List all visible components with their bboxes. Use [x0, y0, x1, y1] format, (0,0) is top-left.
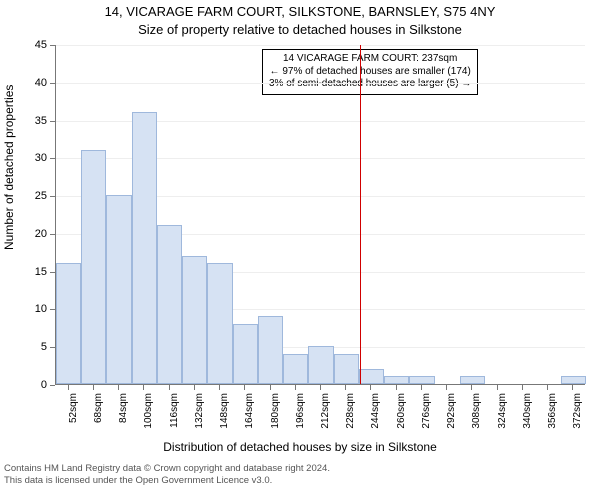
ytick-mark: [50, 158, 55, 159]
grid-line: [56, 83, 585, 84]
xtick-label: 308sqm: [471, 393, 482, 433]
xtick-mark: [547, 385, 548, 390]
ytick-label: 5: [27, 341, 47, 353]
histogram-bar: [182, 256, 207, 384]
chart-container: { "title": "14, VICARAGE FARM COURT, SIL…: [0, 0, 600, 500]
xtick-label: 340sqm: [522, 393, 533, 433]
xtick-mark: [471, 385, 472, 390]
histogram-bar: [132, 112, 157, 384]
plot-area: 14 VICARAGE FARM COURT: 237sqm← 97% of d…: [55, 45, 585, 385]
ytick-label: 25: [27, 190, 47, 202]
xtick-mark: [370, 385, 371, 390]
xtick-mark: [143, 385, 144, 390]
xtick-mark: [295, 385, 296, 390]
x-axis-label: Distribution of detached houses by size …: [0, 440, 600, 454]
xtick-label: 148sqm: [219, 393, 230, 433]
ytick-label: 0: [27, 379, 47, 391]
xtick-mark: [572, 385, 573, 390]
xtick-label: 228sqm: [345, 393, 356, 433]
xtick-label: 196sqm: [295, 393, 306, 433]
ytick-mark: [50, 347, 55, 348]
histogram-bar: [334, 354, 359, 384]
annotation-line: 14 VICARAGE FARM COURT: 237sqm: [269, 53, 471, 66]
ytick-mark: [50, 309, 55, 310]
xtick-label: 372sqm: [572, 393, 583, 433]
xtick-mark: [169, 385, 170, 390]
annotation-box: 14 VICARAGE FARM COURT: 237sqm← 97% of d…: [262, 49, 478, 95]
ytick-mark: [50, 234, 55, 235]
xtick-mark: [93, 385, 94, 390]
xtick-mark: [320, 385, 321, 390]
marker-line: [360, 45, 361, 384]
xtick-mark: [244, 385, 245, 390]
ytick-label: 20: [27, 228, 47, 240]
ytick-label: 15: [27, 266, 47, 278]
xtick-label: 244sqm: [370, 393, 381, 433]
footer-text: Contains HM Land Registry data © Crown c…: [4, 463, 330, 487]
annotation-line: ← 97% of detached houses are smaller (17…: [269, 66, 471, 79]
ytick-label: 45: [27, 39, 47, 51]
xtick-mark: [219, 385, 220, 390]
ytick-mark: [50, 272, 55, 273]
ytick-mark: [50, 45, 55, 46]
ytick-mark: [50, 83, 55, 84]
xtick-mark: [68, 385, 69, 390]
histogram-bar: [106, 195, 131, 384]
xtick-label: 276sqm: [421, 393, 432, 433]
histogram-bar: [308, 346, 333, 384]
xtick-label: 324sqm: [497, 393, 508, 433]
histogram-bar: [359, 369, 384, 384]
ytick-label: 30: [27, 152, 47, 164]
xtick-mark: [118, 385, 119, 390]
ytick-mark: [50, 385, 55, 386]
histogram-bar: [207, 263, 232, 384]
xtick-label: 52sqm: [68, 393, 79, 433]
xtick-label: 180sqm: [270, 393, 281, 433]
xtick-label: 100sqm: [143, 393, 154, 433]
annotation-line: 3% of semi-detached houses are larger (5…: [269, 78, 471, 91]
histogram-bar: [56, 263, 81, 384]
xtick-label: 356sqm: [547, 393, 558, 433]
xtick-label: 164sqm: [244, 393, 255, 433]
xtick-label: 116sqm: [169, 393, 180, 433]
histogram-bar: [409, 376, 434, 384]
footer-line1: Contains HM Land Registry data © Crown c…: [4, 463, 330, 474]
xtick-mark: [421, 385, 422, 390]
histogram-bar: [384, 376, 409, 384]
footer-line2: This data is licensed under the Open Gov…: [4, 475, 272, 486]
ytick-mark: [50, 196, 55, 197]
ytick-label: 10: [27, 303, 47, 315]
histogram-bar: [460, 376, 485, 384]
xtick-mark: [446, 385, 447, 390]
histogram-bar: [157, 225, 182, 384]
xtick-mark: [345, 385, 346, 390]
y-axis-label: Number of detached properties: [2, 85, 16, 250]
histogram-bar: [283, 354, 308, 384]
ytick-label: 35: [27, 115, 47, 127]
xtick-label: 84sqm: [118, 393, 129, 433]
histogram-bar: [561, 376, 586, 384]
grid-line: [56, 45, 585, 46]
xtick-mark: [396, 385, 397, 390]
histogram-bar: [258, 316, 283, 384]
chart-title: 14, VICARAGE FARM COURT, SILKSTONE, BARN…: [0, 4, 600, 19]
ytick-label: 40: [27, 77, 47, 89]
xtick-mark: [522, 385, 523, 390]
xtick-label: 212sqm: [320, 393, 331, 433]
xtick-mark: [497, 385, 498, 390]
xtick-mark: [194, 385, 195, 390]
ytick-mark: [50, 121, 55, 122]
chart-subtitle: Size of property relative to detached ho…: [0, 22, 600, 37]
histogram-bar: [81, 150, 106, 384]
xtick-label: 292sqm: [446, 393, 457, 433]
xtick-label: 68sqm: [93, 393, 104, 433]
xtick-label: 260sqm: [396, 393, 407, 433]
xtick-label: 132sqm: [194, 393, 205, 433]
xtick-mark: [270, 385, 271, 390]
histogram-bar: [233, 324, 258, 384]
